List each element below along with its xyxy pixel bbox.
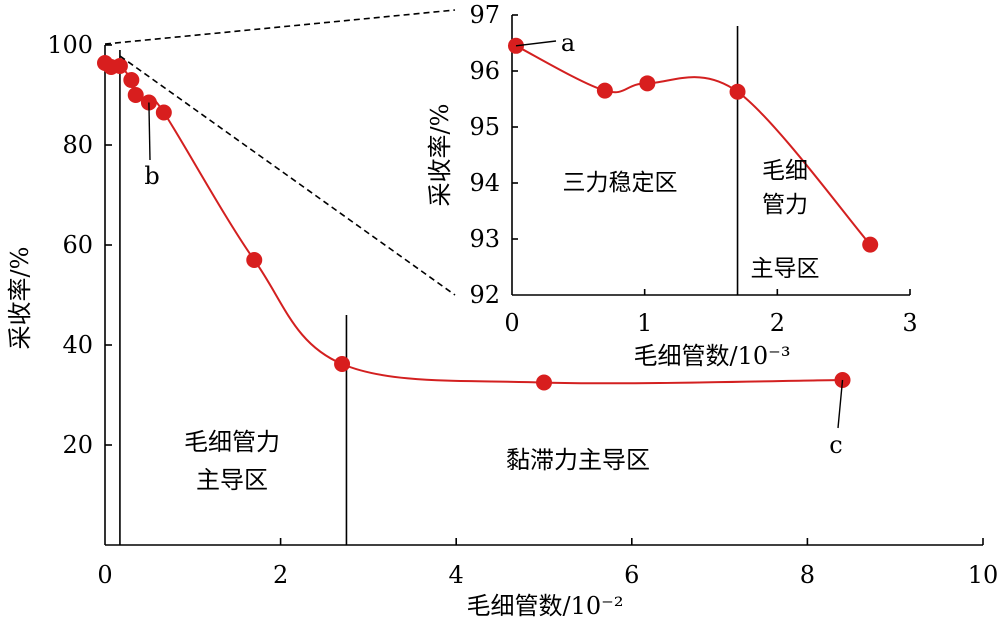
leader-line-b <box>148 102 151 161</box>
inset-background <box>510 15 910 295</box>
main-x-tick-label: 10 <box>968 561 999 589</box>
leader-line-c <box>837 379 844 429</box>
main-labels-layer: 毛细管数/10⁻² 采收率/% 毛细管力 主导区 黏滞力主导区 b c <box>6 102 844 620</box>
inset-region-label-capillary-line1: 毛细 <box>762 158 808 184</box>
inset-axes <box>511 15 910 296</box>
main-data-point <box>334 356 351 372</box>
main-point-label-c: c <box>829 431 842 459</box>
main-x-tick-label: 0 <box>97 561 112 589</box>
main-data-point <box>111 58 128 74</box>
main-data-point <box>155 104 172 121</box>
zoom-dash-top <box>104 9 456 45</box>
main-x-tick-label: 6 <box>624 561 639 589</box>
inset-region-label-capillary-line2: 管力 <box>762 192 808 218</box>
zoom-connector <box>104 9 456 296</box>
inset-x-axis-label: 毛细管数/10⁻³ <box>634 342 791 370</box>
inset-y-tick-label: 93 <box>469 225 500 253</box>
main-points-layer <box>97 55 851 391</box>
main-x-axis-label: 毛细管数/10⁻² <box>467 592 624 620</box>
main-point-label-b: b <box>144 162 159 190</box>
inset-y-axis-label: 采收率/% <box>426 104 454 207</box>
inset-ticks: 0 1 2 3 92 93 94 95 96 97 <box>469 1 917 337</box>
main-y-tick-label: 100 <box>47 31 93 59</box>
main-y-tick-label: 20 <box>62 431 93 459</box>
main-region-label-capillary-line1: 毛细管力 <box>184 428 280 456</box>
main-x-tick-label: 2 <box>273 561 288 589</box>
leader-line-a <box>515 40 557 47</box>
inset-points-layer <box>507 37 879 253</box>
main-y-tick-label: 40 <box>62 331 93 359</box>
main-y-tick-label: 60 <box>62 231 93 259</box>
inset-x-tick-label: 2 <box>770 309 785 337</box>
main-data-point <box>127 87 144 103</box>
inset-x-tick-label: 0 <box>504 309 519 337</box>
main-data-point <box>123 72 140 88</box>
zoom-dash-bottom <box>119 55 456 296</box>
main-region-label-viscous: 黏滞力主导区 <box>506 446 650 474</box>
inset-chart: 0 1 2 3 92 93 94 95 96 97 毛细管数/10⁻³ 采收率/% 三力稳定区 毛… <box>426 1 918 370</box>
inset-point-label-a: a <box>561 29 575 57</box>
inset-y-tick-label: 92 <box>469 281 500 309</box>
inset-data-point <box>729 83 746 100</box>
main-data-point <box>536 374 552 391</box>
inset-data-point <box>639 75 656 92</box>
inset-data-point <box>862 236 879 253</box>
inset-region-label-capillary-line3: 主导区 <box>751 256 820 282</box>
main-y-axis-label: 采收率/% <box>6 247 34 350</box>
inset-region-label-stable: 三力稳定区 <box>563 170 678 196</box>
inset-y-tick-label: 95 <box>469 113 500 141</box>
inset-y-tick-label: 94 <box>469 169 500 197</box>
inset-data-point <box>596 82 613 99</box>
main-data-point <box>246 252 263 268</box>
main-region-label-capillary-line2: 主导区 <box>196 466 268 494</box>
inset-x-tick-label: 3 <box>902 309 917 337</box>
main-x-tick-label: 8 <box>800 561 815 589</box>
main-y-tick-label: 80 <box>62 131 93 159</box>
inset-y-tick-label: 96 <box>469 57 500 85</box>
main-axes <box>104 45 983 546</box>
main-x-tick-label: 4 <box>449 561 464 589</box>
inset-y-tick-label: 97 <box>469 1 500 29</box>
inset-curve-layer <box>515 44 871 246</box>
inset-labels-layer: 毛细管数/10⁻³ 采收率/% 三力稳定区 毛细 管力 主导区 a <box>426 29 820 370</box>
inset-x-tick-label: 1 <box>637 309 652 337</box>
inset-series-line <box>515 44 871 246</box>
